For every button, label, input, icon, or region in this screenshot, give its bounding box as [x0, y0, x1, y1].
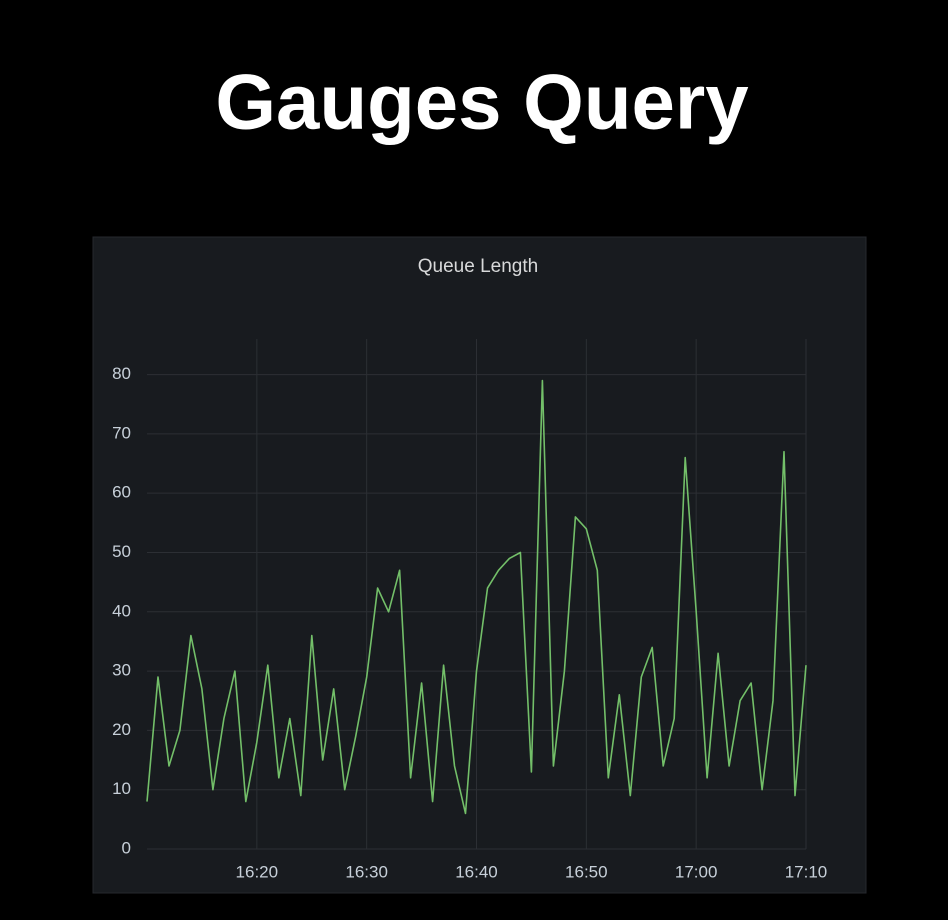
y-tick-label: 20 [112, 720, 131, 739]
y-tick-label: 40 [112, 601, 131, 620]
panel [92, 236, 867, 894]
x-tick-label: 16:30 [345, 862, 388, 881]
y-tick-label: 10 [112, 779, 131, 798]
x-tick-label: 16:40 [455, 862, 498, 881]
line [146, 379, 807, 815]
y-tick-label: 80 [112, 364, 131, 383]
x-tick-label: 17:10 [785, 862, 828, 881]
y-tick-label: 30 [112, 661, 131, 680]
x-tick-label: 16:50 [565, 862, 608, 881]
y-tick-label: 50 [112, 542, 131, 561]
x-tick-label: 17:00 [675, 862, 718, 881]
plot: 0 10 20 30 40 50 60 70 80 16:20 16:30 16:40 16:50 17:… [112, 339, 827, 881]
panel-title: Queue Length [418, 256, 538, 277]
y-tick-label: 70 [112, 423, 131, 442]
y-tick-label: 60 [112, 483, 131, 502]
x-tick-label: 16:20 [236, 862, 279, 881]
slide-title: Gauges Query [215, 58, 748, 146]
y-tick-label: 0 [122, 838, 131, 857]
